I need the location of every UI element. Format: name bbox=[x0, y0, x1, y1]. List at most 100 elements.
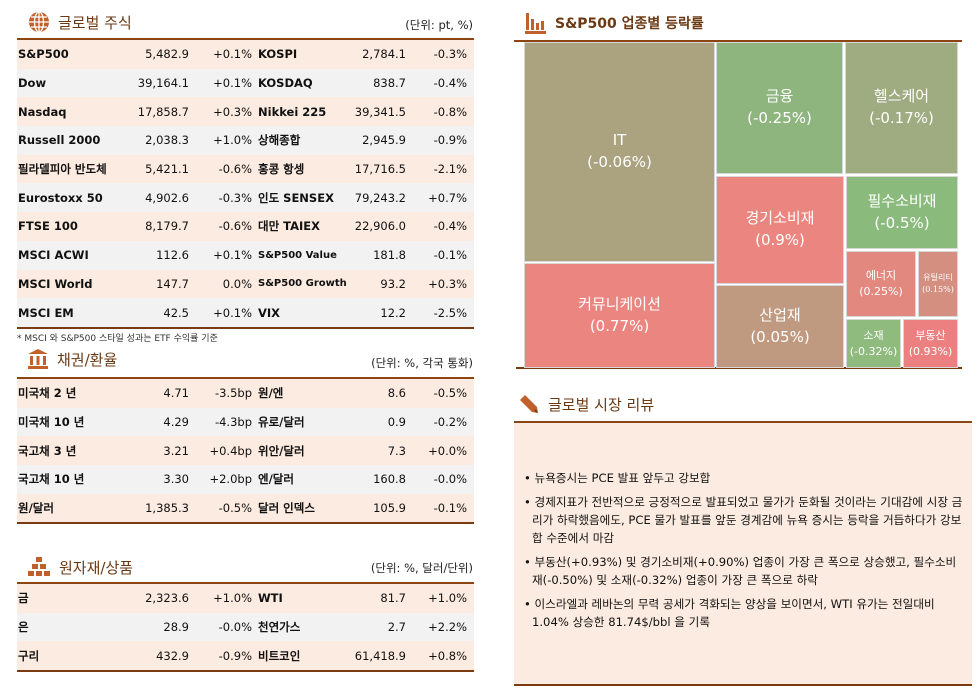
value-right: 160.8 bbox=[373, 472, 406, 487]
sector-name: 커뮤니케이션 bbox=[578, 294, 661, 313]
sector-name: 에너지 bbox=[865, 269, 897, 283]
table-row: 원/달러 1,385.3 -0.5% 달러 인덱스 105.9 -0.1% bbox=[17, 493, 474, 523]
name-left: 금 bbox=[18, 591, 29, 606]
treemap-bottom-rule bbox=[516, 367, 962, 369]
bonds-header: 채권/환율 bbox=[27, 348, 117, 370]
value-right: 838.7 bbox=[373, 76, 406, 91]
review-bullet: • 이스라엘과 레바논의 무력 공세가 격화되는 양상을 보이면서, WTI 유… bbox=[524, 597, 935, 629]
change-left: +0.1% bbox=[213, 47, 252, 62]
name-right: Nikkei 225 bbox=[258, 104, 327, 119]
treemap-tile: 유틸리티 (0.15%) bbox=[918, 251, 958, 317]
table-row: S&P500 5,482.9 +0.1% KOSPI 2,784.1 -0.3% bbox=[17, 40, 474, 69]
change-right: -0.0% bbox=[433, 472, 467, 487]
change-right: +0.8% bbox=[428, 648, 467, 663]
change-left: +0.4bp bbox=[209, 443, 252, 458]
commodities-unit: (단위: %, 달러/단위) bbox=[370, 561, 473, 575]
name-left: 원/달러 bbox=[18, 501, 54, 516]
value-right: 8.6 bbox=[387, 386, 406, 401]
treemap-tile: 에너지 (0.25%) bbox=[846, 251, 916, 317]
value-left: 4,902.6 bbox=[145, 190, 189, 205]
value-left: 4.29 bbox=[163, 415, 189, 430]
name-left: MSCI EM bbox=[18, 305, 74, 320]
treemap-top-rule bbox=[514, 40, 962, 42]
value-right: 7.3 bbox=[387, 443, 406, 458]
change-left: -3.5bp bbox=[214, 386, 252, 401]
commodities-header: 원자재/상품 bbox=[27, 555, 133, 579]
value-left: 3.21 bbox=[163, 443, 189, 458]
change-right: +0.7% bbox=[428, 190, 467, 205]
change-right: -0.9% bbox=[433, 133, 467, 148]
name-left: MSCI World bbox=[18, 276, 93, 291]
value-left: 5,421.1 bbox=[145, 162, 189, 177]
sector-change: (0.05%) bbox=[750, 327, 810, 346]
change-right: -0.3% bbox=[433, 47, 467, 62]
name-right: 엔/달러 bbox=[258, 472, 294, 487]
table-row: MSCI EM 42.5 +0.1% VIX 12.2 -2.5% bbox=[17, 298, 474, 327]
treemap-title: S&P500 업종별 등락률 bbox=[555, 16, 704, 32]
name-right: 대만 TAIEX bbox=[258, 219, 321, 234]
name-left: 구리 bbox=[18, 648, 40, 663]
name-left: Nasdaq bbox=[18, 104, 67, 119]
sector-change: (-0.32%) bbox=[849, 344, 898, 358]
review-bullet: • 뉴욕증시는 PCE 발표 앞두고 강보합 bbox=[524, 471, 711, 485]
change-left: -0.9% bbox=[218, 648, 252, 663]
name-left: Eurostoxx 50 bbox=[18, 190, 103, 205]
name-left: 필라델피아 반도체 bbox=[18, 162, 107, 177]
treemap-tile: 소재 (-0.32%) bbox=[846, 319, 901, 368]
review-title: 글로벌 시장 리뷰 bbox=[548, 396, 655, 414]
sector-change: (-0.06%) bbox=[587, 153, 652, 171]
stocks-header: 글로벌 주식 bbox=[28, 11, 132, 33]
table-row: FTSE 100 8,179.7 -0.6% 대만 TAIEX 22,906.0 -0.4… bbox=[17, 212, 474, 241]
sector-name: IT bbox=[612, 131, 627, 150]
change-right: -0.4% bbox=[433, 76, 467, 91]
change-right: -0.1% bbox=[433, 248, 467, 263]
name-right: 비트코인 bbox=[258, 648, 301, 663]
treemap-tile: 금융 (-0.25%) bbox=[716, 42, 843, 174]
change-right: -2.5% bbox=[433, 305, 467, 320]
sector-name: 필수소비재 bbox=[867, 191, 937, 210]
table-row: MSCI World 147.7 0.0% S&P500 Growth 93.2 +0.3… bbox=[17, 269, 474, 299]
review-bullet: • 경제지표가 전반적으로 긍정적으로 발표되었고 물가가 둔화될 것이라는 기… bbox=[524, 495, 963, 545]
value-left: 17,858.7 bbox=[137, 104, 189, 119]
sector-change: (0.77%) bbox=[589, 316, 650, 335]
value-left: 39,164.1 bbox=[137, 76, 189, 91]
sector-name: 소재 bbox=[863, 328, 884, 342]
table-row: Dow 39,164.1 +0.1% KOSDAQ 838.7 -0.4% bbox=[17, 68, 474, 98]
table-row: 미국채 10 년 4.29 -4.3bp 유로/달러 0.9 -0.2% bbox=[17, 407, 474, 437]
name-left: 미국채 2 년 bbox=[18, 386, 77, 401]
change-right: -0.2% bbox=[433, 415, 467, 430]
table-row: 은 28.9 -0.0% 천연가스 2.7 +2.2% bbox=[17, 612, 474, 642]
value-left: 1,385.3 bbox=[145, 501, 189, 516]
value-left: 112.6 bbox=[156, 248, 189, 263]
change-left: +0.1% bbox=[213, 76, 252, 91]
value-right: 181.8 bbox=[373, 248, 406, 263]
sector-name: 산업재 bbox=[759, 305, 801, 324]
name-right: 위안/달러 bbox=[258, 443, 305, 458]
name-left: MSCI ACWI bbox=[18, 248, 89, 263]
table-row: Nasdaq 17,858.7 +0.3% Nikkei 225 39,341.5 -0.… bbox=[17, 97, 474, 127]
change-right: +0.3% bbox=[428, 276, 467, 291]
value-left: 147.7 bbox=[156, 276, 189, 291]
stocks-table: S&P500 5,482.9 +0.1% KOSPI 2,784.1 -0.3% Dow 39… bbox=[17, 38, 474, 329]
value-right: 17,716.5 bbox=[354, 162, 406, 177]
value-right: 12.2 bbox=[380, 305, 406, 320]
change-left: +0.1% bbox=[213, 305, 252, 320]
sector-change: (0.15%) bbox=[922, 285, 954, 294]
change-left: -4.3bp bbox=[214, 415, 252, 430]
name-left: 국고채 10 년 bbox=[18, 472, 85, 487]
review-bullet: • 부동산(+0.93%) 및 경기소비재(+0.90%) 업종이 가장 큰 폭… bbox=[524, 555, 957, 587]
treemap-tile: 부동산 (0.93%) bbox=[903, 319, 958, 368]
change-right: +1.0% bbox=[428, 591, 467, 606]
name-right: 상해종합 bbox=[258, 133, 301, 148]
sector-change: (-0.25%) bbox=[747, 109, 812, 127]
value-left: 28.9 bbox=[163, 620, 189, 635]
name-left: Dow bbox=[18, 76, 47, 91]
value-right: 0.9 bbox=[387, 415, 406, 430]
value-right: 105.9 bbox=[373, 501, 406, 516]
bar-chart-icon bbox=[525, 13, 546, 34]
change-left: 0.0% bbox=[222, 276, 252, 291]
sector-name: 경기소비재 bbox=[745, 209, 815, 228]
table-row: 구리 432.9 -0.9% 비트코인 61,418.9 +0.8% bbox=[17, 641, 474, 671]
value-left: 432.9 bbox=[156, 648, 189, 663]
value-left: 2,323.6 bbox=[145, 591, 189, 606]
